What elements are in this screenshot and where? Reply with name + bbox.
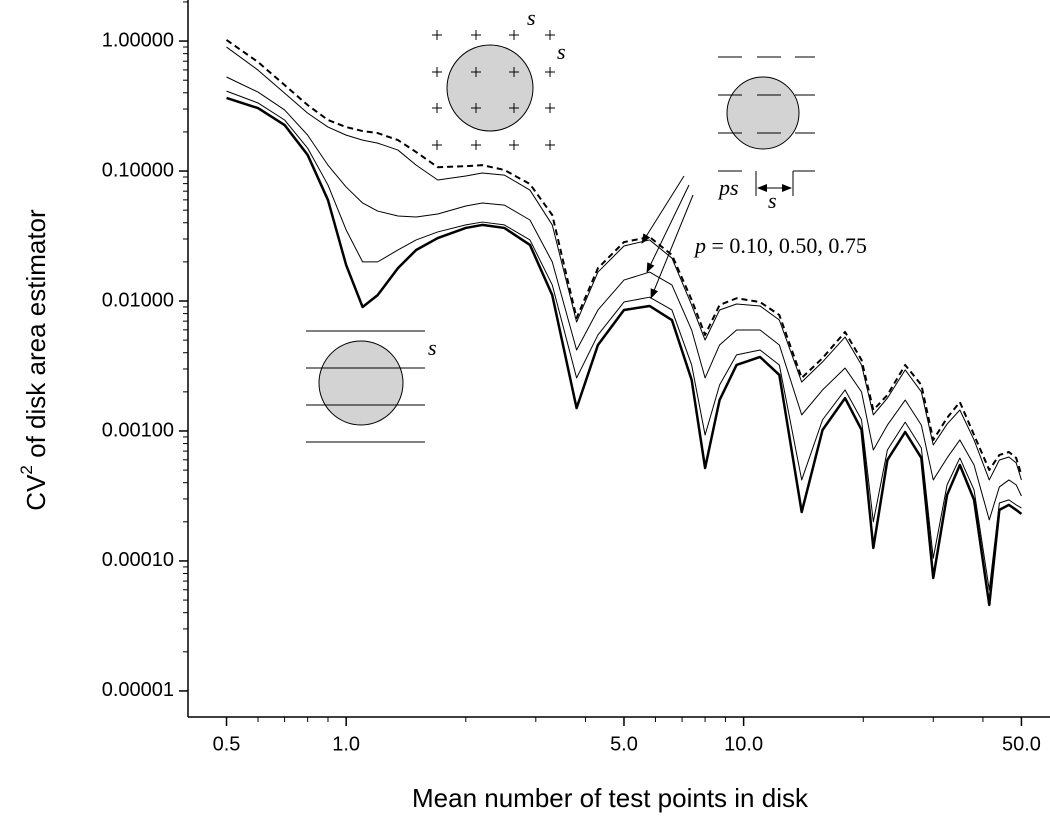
x-tick-label: 0.5 <box>213 733 241 755</box>
plus <box>509 30 519 40</box>
y-tick-label: 0.10000 <box>102 159 174 181</box>
series-line <box>225 39 1023 476</box>
y-axis-title-part: CV <box>21 474 51 511</box>
plus <box>509 103 519 113</box>
y-tick-label: 0.01000 <box>102 289 174 311</box>
annotation: s <box>557 39 566 64</box>
point-grid-diagram: s s <box>432 5 566 150</box>
arrows <box>641 175 694 299</box>
plus <box>545 140 555 150</box>
y-axis-title-part: of disk area estimator <box>21 209 51 465</box>
x-axis-title: Mean number of test points in disk <box>412 783 809 813</box>
annotation: s <box>428 335 437 360</box>
annotation-part: = 0.10, 0.50, 0.75 <box>706 233 867 258</box>
plus <box>471 103 481 113</box>
plus <box>509 140 519 150</box>
y-axis-title-part: 2 <box>17 465 36 474</box>
plus <box>432 67 442 77</box>
y-tick-label: 1.00000 <box>102 29 174 51</box>
series-line <box>226 76 1022 521</box>
plus <box>545 30 555 40</box>
dashed-line-diagram: ps s <box>717 56 815 213</box>
plus <box>432 140 442 150</box>
x-tick-label: 50.0 <box>1002 733 1041 755</box>
plus <box>432 30 442 40</box>
annotation-part: p <box>693 233 706 258</box>
x-tick-label: 5.0 <box>610 733 638 755</box>
y-tick-label: 0.00010 <box>102 549 174 571</box>
plus <box>471 67 481 77</box>
x-tick-label: 10.0 <box>724 733 763 755</box>
series-line <box>226 46 1022 481</box>
y-tick-label: 0.00001 <box>102 679 174 701</box>
y-axis-title: CV2 of disk area estimator <box>17 209 50 511</box>
x-tick-label: 1.0 <box>332 733 360 755</box>
plus <box>509 67 519 77</box>
annotation: s <box>527 5 536 30</box>
annotation: s <box>768 188 777 213</box>
series-line <box>226 90 1022 591</box>
line-diagram: s <box>306 330 437 443</box>
y-tick-label: 0.00100 <box>102 419 174 441</box>
annotation: ps <box>717 175 739 200</box>
annotation: p = 0.10, 0.50, 0.75 <box>693 233 867 258</box>
plus <box>545 67 555 77</box>
plus <box>471 140 481 150</box>
plus <box>545 103 555 113</box>
plus <box>432 103 442 113</box>
series-line <box>226 96 1023 607</box>
plus <box>471 30 481 40</box>
